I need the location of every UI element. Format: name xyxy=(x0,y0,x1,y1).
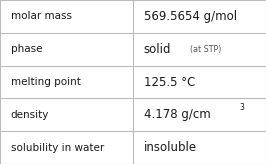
Text: insoluble: insoluble xyxy=(144,141,197,154)
Text: melting point: melting point xyxy=(11,77,81,87)
Text: solubility in water: solubility in water xyxy=(11,143,104,153)
Text: molar mass: molar mass xyxy=(11,11,72,21)
Text: (at STP): (at STP) xyxy=(190,45,222,54)
Text: density: density xyxy=(11,110,49,120)
Text: 569.5654 g/mol: 569.5654 g/mol xyxy=(144,10,237,23)
Text: 125.5 °C: 125.5 °C xyxy=(144,75,195,89)
Text: 4.178 g/cm: 4.178 g/cm xyxy=(144,108,210,121)
Text: solid: solid xyxy=(144,43,171,56)
Text: 3: 3 xyxy=(239,103,244,112)
Text: phase: phase xyxy=(11,44,42,54)
